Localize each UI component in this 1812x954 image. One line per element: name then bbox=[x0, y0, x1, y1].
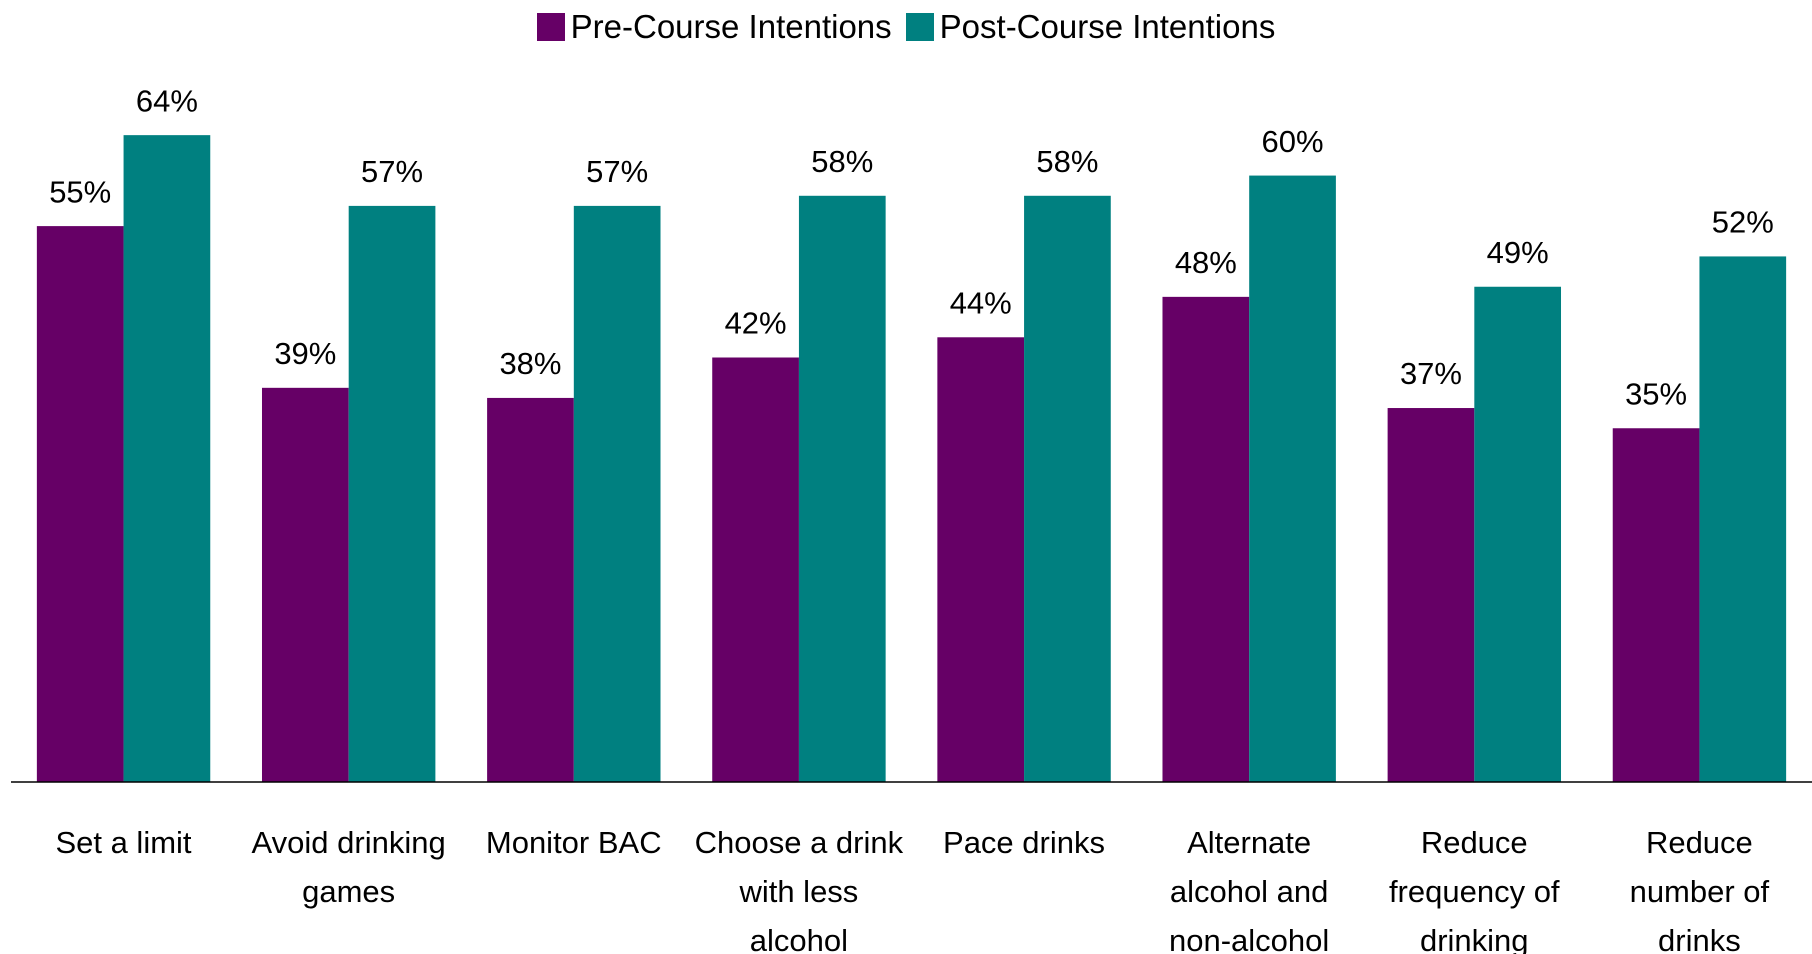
data-label: 39% bbox=[274, 336, 336, 371]
legend-swatch bbox=[905, 13, 934, 41]
bar bbox=[261, 387, 349, 782]
bar bbox=[36, 226, 124, 782]
data-label: 58% bbox=[811, 144, 873, 179]
legend-label: Post-Course Intentions bbox=[939, 8, 1276, 45]
x-tick-label: Reduce frequency of drinking bbox=[1388, 825, 1560, 954]
data-label: 52% bbox=[1712, 205, 1774, 240]
bar bbox=[573, 205, 661, 783]
data-label: 49% bbox=[1487, 235, 1549, 270]
bar bbox=[937, 337, 1025, 782]
data-label: 55% bbox=[49, 174, 111, 209]
bar bbox=[1612, 428, 1700, 782]
x-tick-label: Alternate alcohol and non-alcohol bbox=[1168, 825, 1330, 954]
bar bbox=[1387, 408, 1475, 782]
x-tick-label: Avoid drinking games bbox=[251, 825, 446, 909]
x-tick-label: Set a limit bbox=[55, 825, 192, 860]
data-label: 42% bbox=[725, 306, 787, 341]
legend-label: Pre-Course Intentions bbox=[570, 8, 892, 45]
data-label: 35% bbox=[1625, 376, 1687, 411]
bar bbox=[487, 397, 574, 782]
legend: Pre-Course Intentions Post-Course Intenti… bbox=[0, 8, 1812, 46]
bar bbox=[123, 135, 211, 783]
bar bbox=[798, 195, 886, 783]
data-label: 57% bbox=[586, 154, 648, 189]
x-tick-label: Pace drinks bbox=[943, 825, 1105, 860]
data-label: 48% bbox=[1175, 245, 1237, 280]
data-label: 60% bbox=[1262, 124, 1324, 159]
x-tick-label: Reduce number of drinks bbox=[1629, 825, 1770, 954]
bar bbox=[348, 205, 436, 783]
data-label: 58% bbox=[1036, 144, 1098, 179]
x-tick-label: Choose a drink with less alcohol bbox=[694, 825, 904, 954]
bar bbox=[712, 357, 799, 782]
bar bbox=[1162, 296, 1250, 782]
x-tick-label: Monitor BAC bbox=[485, 825, 662, 860]
legend-swatch bbox=[536, 13, 565, 41]
data-label: 44% bbox=[950, 285, 1012, 320]
data-label: 64% bbox=[136, 83, 198, 118]
data-label: 38% bbox=[499, 346, 561, 381]
data-label: 37% bbox=[1400, 356, 1462, 391]
data-label: 57% bbox=[361, 154, 423, 189]
bar bbox=[1699, 256, 1787, 782]
legend-item: Post-Course Intentions bbox=[905, 8, 1276, 46]
bar bbox=[1249, 175, 1336, 783]
bar bbox=[1474, 286, 1562, 782]
bar bbox=[1024, 195, 1111, 783]
legend-item: Pre-Course Intentions bbox=[536, 8, 892, 46]
